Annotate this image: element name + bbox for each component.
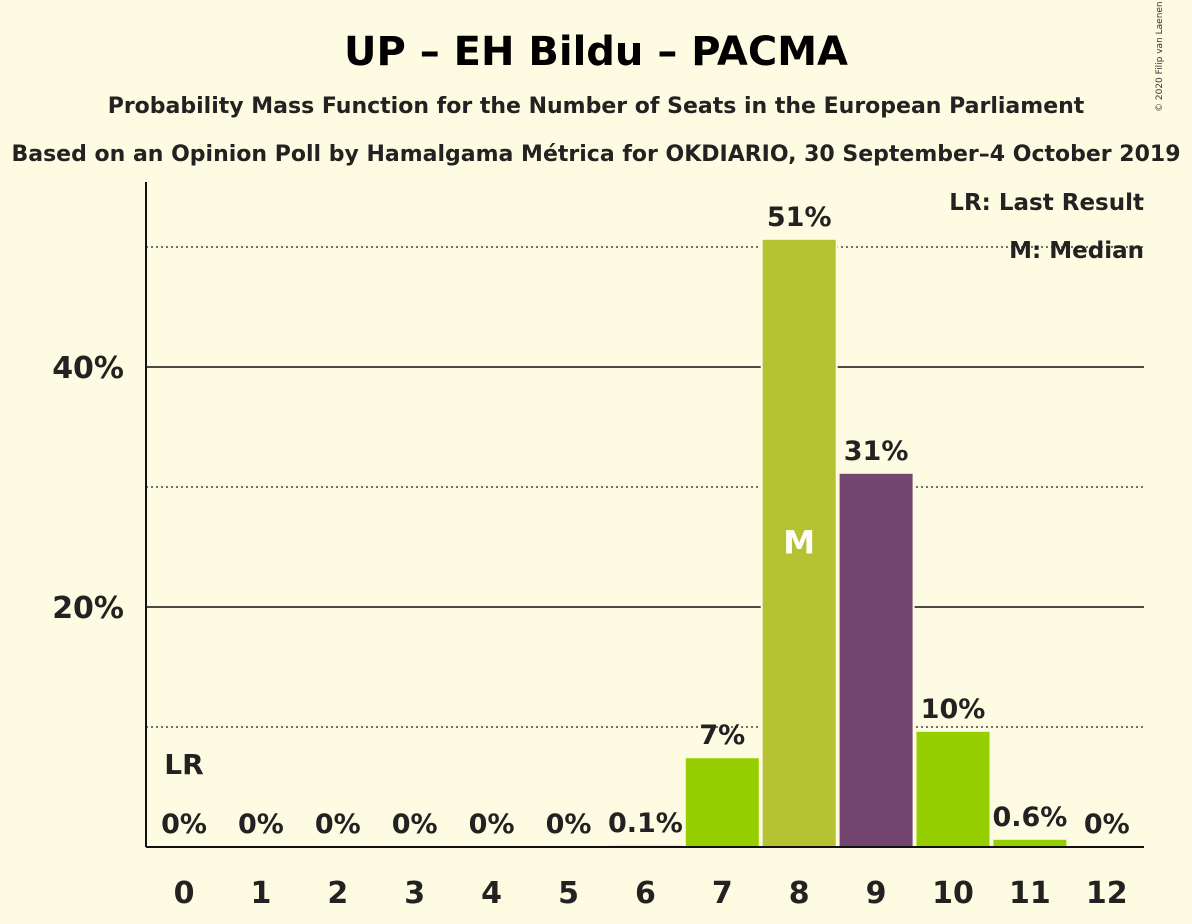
data-label-seats-7: 7% (699, 720, 745, 751)
bar-seats-11 (993, 839, 1067, 847)
x-tick-label-7: 7 (712, 876, 733, 911)
y-tick-label-20: 20% (52, 591, 124, 626)
data-label-seats-5: 0% (546, 809, 592, 840)
y-tick-labels: 20% 40% (52, 351, 124, 626)
chart-title: UP – EH Bildu – PACMA (344, 29, 848, 75)
x-tick-label-3: 3 (404, 876, 425, 911)
x-tick-label-8: 8 (789, 876, 810, 911)
x-tick-label-5: 5 (558, 876, 579, 911)
data-label-seats-2: 0% (315, 809, 361, 840)
data-label-seats-12: 0% (1084, 809, 1130, 840)
chart-source: Based on an Opinion Poll by Hamalgama Mé… (11, 142, 1180, 167)
data-label-seats-11: 0.6% (992, 802, 1067, 833)
data-label-seats-10: 10% (921, 694, 986, 725)
x-tick-label-10: 10 (932, 876, 974, 911)
gridlines (146, 246, 1144, 728)
x-tick-label-4: 4 (481, 876, 502, 911)
x-tick-label-12: 12 (1086, 876, 1128, 911)
legend-item-last-result: LR: Last Result (949, 190, 1144, 216)
legend: LR: Last Result M: Median (949, 190, 1144, 264)
x-tick-label-2: 2 (327, 876, 348, 911)
x-tick-label-9: 9 (866, 876, 887, 911)
data-labels: 0% 0% 0% 0% 0% 0% 0.1% 7% 51% 31% 10% 0.6% 0% M LR (161, 202, 1130, 840)
y-tick-label-40: 40% (52, 351, 124, 386)
copyright-notice: © 2020 Filip van Laenen (1155, 1, 1165, 112)
x-tick-labels: 0 1 2 3 4 5 6 7 8 9 10 11 12 (174, 876, 1128, 911)
data-label-seats-8: 51% (767, 202, 832, 233)
data-label-seats-0: 0% (161, 809, 207, 840)
axes (145, 182, 1144, 848)
last-result-mark: LR (164, 748, 203, 781)
median-mark: M (783, 523, 815, 561)
data-label-seats-4: 0% (469, 809, 515, 840)
legend-item-median: M: Median (1009, 238, 1144, 264)
x-tick-label-11: 11 (1009, 876, 1051, 911)
x-tick-label-0: 0 (174, 876, 195, 911)
data-label-seats-9: 31% (844, 436, 909, 467)
x-tick-label-1: 1 (250, 876, 271, 911)
data-label-seats-6: 0.1% (608, 808, 683, 839)
bar-seats-7 (685, 758, 759, 847)
bar-seats-8 (762, 239, 836, 848)
bar-seats-10 (916, 731, 990, 847)
chart-subtitle: Probability Mass Function for the Number… (108, 94, 1085, 119)
data-label-seats-3: 0% (392, 809, 438, 840)
bar-seats-9 (839, 473, 913, 847)
bars (606, 238, 1069, 848)
x-tick-label-6: 6 (635, 876, 656, 911)
data-label-seats-1: 0% (238, 809, 284, 840)
